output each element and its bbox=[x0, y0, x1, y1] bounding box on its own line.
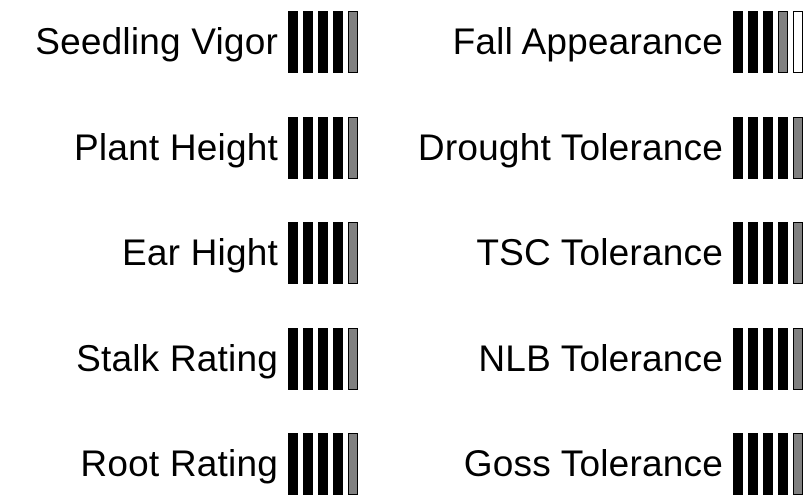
rating-bar-full bbox=[748, 221, 758, 284]
rating-fall-appearance: Fall Appearance bbox=[380, 9, 803, 74]
rating-bar-full bbox=[333, 221, 343, 284]
rating-bar-full bbox=[318, 327, 328, 390]
rating-bar-full bbox=[303, 221, 313, 284]
rating-bar-full bbox=[733, 221, 743, 284]
rating-bars bbox=[288, 116, 358, 179]
rating-bar-full bbox=[778, 327, 788, 390]
rating-bar-full bbox=[303, 10, 313, 73]
rating-bar-full bbox=[733, 432, 743, 495]
rating-label: Goss Tolerance bbox=[463, 443, 723, 484]
rating-bars bbox=[288, 10, 358, 73]
rating-bar-full bbox=[733, 327, 743, 390]
rating-bar-full bbox=[763, 327, 773, 390]
rating-bar-half bbox=[793, 327, 803, 390]
rating-bars bbox=[733, 10, 803, 73]
rating-seedling-vigor: Seedling Vigor bbox=[0, 9, 358, 74]
rating-bar-full bbox=[303, 116, 313, 179]
rating-plant-height: Plant Height bbox=[0, 115, 358, 180]
rating-bar-full bbox=[778, 116, 788, 179]
rating-bars bbox=[733, 432, 803, 495]
rating-bar-full bbox=[288, 116, 298, 179]
rating-bar-half bbox=[793, 221, 803, 284]
rating-bar-full bbox=[318, 221, 328, 284]
rating-label: Drought Tolerance bbox=[417, 127, 723, 168]
rating-tsc-tolerance: TSC Tolerance bbox=[380, 220, 803, 285]
rating-bar-full bbox=[288, 221, 298, 284]
rating-bar-full bbox=[333, 116, 343, 179]
rating-bar-full bbox=[303, 432, 313, 495]
rating-bar-full bbox=[763, 221, 773, 284]
rating-label: NLB Tolerance bbox=[478, 338, 723, 379]
rating-bar-full bbox=[733, 10, 743, 73]
rating-bar-half bbox=[348, 327, 358, 390]
rating-bars bbox=[733, 221, 803, 284]
rating-bar-full bbox=[333, 432, 343, 495]
rating-bar-half bbox=[793, 116, 803, 179]
rating-bar-full bbox=[748, 327, 758, 390]
rating-bar-full bbox=[333, 10, 343, 73]
rating-bar-full bbox=[318, 432, 328, 495]
rating-bars bbox=[733, 327, 803, 390]
rating-nlb-tolerance: NLB Tolerance bbox=[380, 326, 803, 391]
rating-bar-full bbox=[288, 432, 298, 495]
rating-bar-full bbox=[733, 116, 743, 179]
rating-bar-half bbox=[778, 10, 788, 73]
rating-stalk-rating: Stalk Rating bbox=[0, 326, 358, 391]
rating-bar-full bbox=[318, 10, 328, 73]
rating-bar-full bbox=[748, 10, 758, 73]
rating-root-rating: Root Rating bbox=[0, 431, 358, 496]
rating-bar-half bbox=[348, 432, 358, 495]
rating-bar-full bbox=[318, 116, 328, 179]
rating-bar-half bbox=[348, 10, 358, 73]
rating-bar-full bbox=[778, 432, 788, 495]
rating-label: Root Rating bbox=[80, 443, 278, 484]
rating-bar-full bbox=[763, 116, 773, 179]
rating-ear-hight: Ear Hight bbox=[0, 220, 358, 285]
rating-bar-half bbox=[348, 221, 358, 284]
rating-bars bbox=[733, 116, 803, 179]
rating-label: Ear Hight bbox=[121, 232, 278, 273]
rating-goss-tolerance: Goss Tolerance bbox=[380, 431, 803, 496]
rating-label: Plant Height bbox=[74, 127, 278, 168]
rating-bars bbox=[288, 221, 358, 284]
rating-label: Fall Appearance bbox=[452, 21, 723, 62]
rating-drought-tolerance: Drought Tolerance bbox=[380, 115, 803, 180]
rating-bar-full bbox=[288, 10, 298, 73]
rating-bar-full bbox=[748, 432, 758, 495]
rating-bar-full bbox=[333, 327, 343, 390]
rating-bar-full bbox=[778, 221, 788, 284]
rating-bars bbox=[288, 432, 358, 495]
rating-bar-half bbox=[348, 116, 358, 179]
rating-bars bbox=[288, 327, 358, 390]
rating-bar-half bbox=[793, 432, 803, 495]
rating-bar-full bbox=[763, 10, 773, 73]
rating-label: Stalk Rating bbox=[76, 338, 278, 379]
rating-bar-full bbox=[303, 327, 313, 390]
rating-bar-empty bbox=[793, 10, 803, 73]
rating-label: TSC Tolerance bbox=[476, 232, 723, 273]
rating-bar-full bbox=[748, 116, 758, 179]
rating-bar-full bbox=[288, 327, 298, 390]
rating-label: Seedling Vigor bbox=[35, 21, 278, 62]
rating-bar-full bbox=[763, 432, 773, 495]
